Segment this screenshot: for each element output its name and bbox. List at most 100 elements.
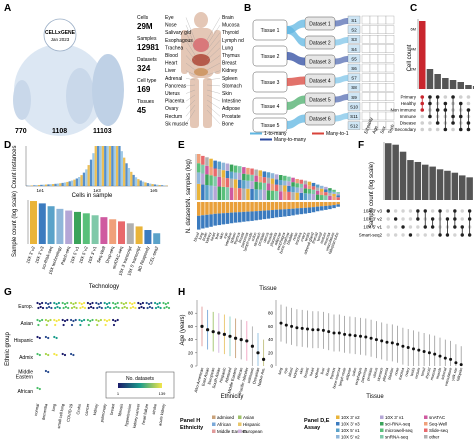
age-count-young: 770 bbox=[15, 128, 27, 135]
tissue-pointer-right bbox=[206, 109, 221, 125]
panel-g-cell bbox=[159, 306, 162, 310]
panel-e-xtick: ovary bbox=[300, 232, 307, 242]
panel-e-top-bar-seg bbox=[254, 175, 258, 182]
panel-g-cell bbox=[63, 353, 67, 357]
panel-g-xtick: kidney cancer bbox=[132, 403, 141, 429]
tissue-pointer-right bbox=[206, 40, 221, 56]
panel-g-cell bbox=[112, 301, 115, 305]
panel-g-ylabel: Ethnic group bbox=[5, 332, 11, 366]
panel-d-hist-bar bbox=[70, 180, 74, 186]
panel-e-bottom-bar-seg bbox=[266, 202, 271, 211]
panel-g-cell bbox=[36, 335, 39, 339]
panel-e-xtick: liver bbox=[214, 231, 220, 240]
panel-e-top-bar-seg bbox=[295, 178, 299, 184]
panel-g-cell bbox=[61, 318, 64, 322]
sankey-flow bbox=[287, 114, 305, 129]
panel-e-top-bar-seg bbox=[209, 175, 213, 186]
panel-f-dot bbox=[393, 217, 398, 221]
panel-e-xtick: pancreas bbox=[240, 232, 249, 248]
sankey-diagram: Tissue 1 Tissue 2 Tissue 3 Tissue 4 Tissue 5… bbox=[252, 15, 395, 134]
sankey-metadata-cell bbox=[361, 102, 371, 111]
sankey-sample-label: S9 bbox=[351, 95, 357, 100]
sankey-sample-label: S7 bbox=[351, 76, 357, 81]
sankey-sample-flow bbox=[335, 75, 348, 84]
legend-ethnicity-label: admixed bbox=[217, 415, 235, 420]
sankey-sample-flow bbox=[335, 113, 348, 122]
tissue-label-left: Heart bbox=[165, 61, 178, 67]
panel-e-top-bar-seg bbox=[258, 189, 262, 200]
panel-g-row-label: Asian bbox=[20, 321, 33, 327]
panel-e-top-bar-seg bbox=[213, 168, 217, 177]
panel-e-top-bar-seg bbox=[270, 190, 275, 200]
legend-ethnicity-swatch bbox=[212, 415, 216, 419]
legend-assay-label: 10X 3' v2 bbox=[341, 415, 360, 420]
sankey-metadata-cell bbox=[361, 35, 371, 44]
legend-assay-label: 10X 5' v1 bbox=[341, 428, 360, 433]
panel-e-top-bar-seg bbox=[336, 192, 340, 194]
panel-h-tissue-point bbox=[364, 335, 368, 339]
panel-g-cell bbox=[103, 318, 106, 322]
panel-e-top-bar-seg bbox=[201, 155, 205, 165]
panel-e-bottom-bar-seg bbox=[287, 209, 291, 217]
panel-e-top-bar-seg bbox=[303, 180, 308, 185]
legend-assay-label: Seq-Well bbox=[429, 422, 447, 427]
panel-d-bar-xtick: 10X 5' v1 bbox=[69, 245, 80, 264]
panel-e-bottom-bar-seg bbox=[315, 202, 320, 207]
panel-e-top-bar-seg bbox=[221, 162, 226, 171]
panel-d-bar-xtick: 10X 3' v3 bbox=[34, 245, 45, 264]
sankey-metadata-cell bbox=[385, 83, 395, 92]
sankey-dataset-label: Dataset 4 bbox=[309, 79, 331, 85]
panel-h-eth-point bbox=[234, 336, 238, 340]
panel-g-cell bbox=[44, 318, 48, 322]
panel-c-bar bbox=[426, 69, 434, 89]
panel-c-dot bbox=[466, 101, 471, 106]
panel-g-cell bbox=[86, 318, 89, 322]
stat-celltype-value: 169 bbox=[137, 85, 151, 94]
panel-c-bar bbox=[465, 85, 472, 89]
stat-tissues-label: Tissues bbox=[137, 99, 155, 105]
panel-e-bottom-bar-seg bbox=[328, 205, 332, 210]
panel-f-bar bbox=[436, 169, 444, 200]
panel-d-bar-xtick: 10X 5' v2 bbox=[78, 245, 89, 264]
panel-g-cell bbox=[104, 306, 107, 310]
panel-g-cell bbox=[108, 318, 111, 322]
panel-c-dot bbox=[420, 121, 425, 125]
panel-e-bottom-bar-seg bbox=[197, 215, 201, 230]
panel-g-xtick: Crohn bbox=[75, 403, 82, 415]
legend-assay-label: 10X 3' v1 bbox=[385, 415, 404, 420]
panel-e-bottom-bar-seg bbox=[332, 205, 336, 209]
panel-g-cell bbox=[70, 318, 73, 322]
panel-e-top-bar-seg bbox=[307, 185, 312, 189]
panel-h-tissue-label: nose bbox=[394, 367, 400, 376]
sankey-sample-flow bbox=[335, 37, 348, 46]
panel-e-top-bar-seg bbox=[295, 183, 299, 188]
panel-g-cell bbox=[150, 301, 153, 305]
sankey-metadata-cell bbox=[369, 102, 379, 111]
panel-g-cell bbox=[134, 306, 137, 310]
panel-e-xtick: nose bbox=[292, 232, 299, 241]
panel-h-tissue-point bbox=[380, 339, 384, 343]
panel-e-top-bar-seg bbox=[246, 188, 250, 200]
panel-g-cell bbox=[97, 302, 100, 306]
panel-e-top-bar-seg bbox=[266, 190, 271, 200]
panel-c-ytick: 2M bbox=[410, 67, 416, 72]
panel-e-top-bar-seg bbox=[287, 176, 291, 182]
panel-c-dot bbox=[458, 95, 463, 99]
panel-g-cell bbox=[167, 301, 170, 305]
panel-e-top-bar-seg bbox=[291, 177, 295, 183]
panel-e-top-bar-seg bbox=[246, 167, 250, 175]
sankey-metadata-cell bbox=[361, 44, 371, 53]
sankey-sample-node bbox=[347, 63, 361, 73]
panel-e-top-bar-seg bbox=[311, 186, 316, 190]
panel-d-hist-bar bbox=[73, 179, 76, 186]
panel-h-tissue-label: placenta bbox=[382, 366, 390, 381]
panel-g-cell bbox=[36, 301, 39, 305]
panel-e-top-bar-seg bbox=[299, 179, 303, 184]
legend-assay-swatch bbox=[380, 415, 384, 419]
sankey-metadata-cell bbox=[369, 73, 379, 82]
panel-g-cell bbox=[53, 352, 56, 356]
panel-c-bar bbox=[472, 86, 474, 89]
sankey-flow bbox=[287, 52, 305, 66]
panel-g-cell bbox=[164, 302, 167, 306]
panel-d-bar bbox=[74, 211, 81, 244]
